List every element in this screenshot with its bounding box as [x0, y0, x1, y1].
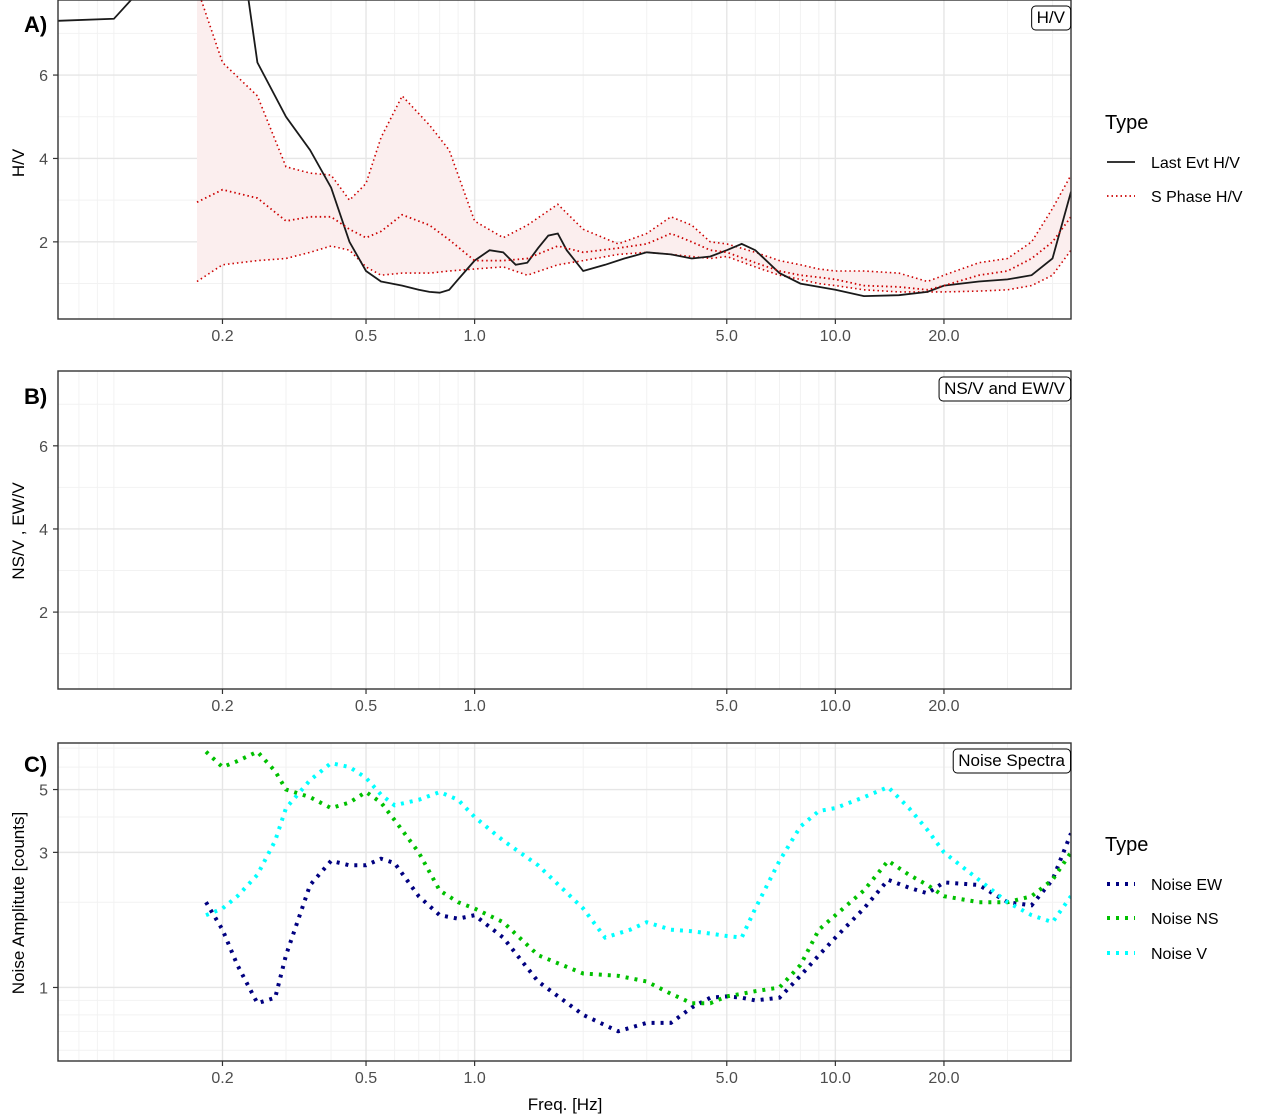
y-tick-label: 5 [39, 783, 48, 800]
legend-noise-title: Type [1105, 834, 1148, 856]
y-tick-label: 6 [39, 439, 48, 456]
legend-hv: Type Last Evt H/V S Phase H/V [1105, 112, 1243, 206]
x-tick-label: 10.0 [820, 1070, 851, 1087]
panel-b-ns-ew: 0.2 0.5 1.0 5.0 10.0 20.0 2 4 6 NS/V and EW/V [39, 370, 1072, 715]
panel-c-noise: 0.2 0.5 1.0 5.0 10.0 20.0 1 3 5 Noise Spectra [39, 742, 1072, 1087]
legend-item-label: Noise V [1151, 946, 1207, 963]
x-tick-label: 1.0 [463, 328, 485, 345]
gridlines [58, 743, 1071, 1061]
legend-item-label: Noise NS [1151, 911, 1219, 928]
legend-item-label: S Phase H/V [1151, 189, 1243, 206]
x-tick-label: 5.0 [716, 328, 738, 345]
x-tick-label: 0.2 [211, 698, 233, 715]
panel-c-y-axis-title: Noise Amplitute [counts] [9, 812, 28, 994]
x-axis-title: Freq. [Hz] [528, 1095, 603, 1114]
x-tick-label: 0.5 [355, 328, 377, 345]
legend-item-label: Last Evt H/V [1151, 155, 1240, 172]
x-tick-label: 20.0 [928, 698, 959, 715]
x-tick-label: 10.0 [820, 698, 851, 715]
gridlines [58, 371, 1071, 689]
x-tick-label: 0.5 [355, 698, 377, 715]
y-tick-label: 3 [39, 845, 48, 862]
series-line-last-evt-h-v [58, 0, 1071, 298]
x-tick-label: 1.0 [463, 1070, 485, 1087]
panel-border [57, 370, 1072, 690]
x-tick-label: 5.0 [716, 1070, 738, 1087]
panel-strip-label: H/V [1037, 8, 1066, 27]
panel-border [57, 0, 1072, 320]
x-tick-label: 1.0 [463, 698, 485, 715]
panel-c-tag: C) [24, 752, 47, 777]
x-tick-label: 0.5 [355, 1070, 377, 1087]
series-line-s-phase-h-v [196, 188, 1071, 291]
panel-strip-box [938, 376, 1072, 402]
plot-background [58, 371, 1071, 689]
panel-a-hv: 0.2 0.5 1.0 5.0 10.0 20.0 2 4 6 H/V [39, 0, 1072, 345]
y-tick-label: 2 [39, 605, 48, 622]
series-line-noise-v [205, 760, 1071, 940]
y-tick-label: 4 [39, 151, 48, 168]
x-tick-label: 5.0 [716, 698, 738, 715]
series-line-noise-ew [204, 832, 1071, 1034]
legend-hv-title: Type [1105, 112, 1148, 134]
x-tick-label: 10.0 [820, 328, 851, 345]
panel-b-tag: B) [24, 384, 47, 409]
y-tick-label: 6 [39, 68, 48, 85]
panel-border [57, 742, 1072, 1062]
legend-noise: Type Noise EW Noise NS Noise V [1105, 834, 1223, 963]
panel-strip-label: NS/V and EW/V [944, 379, 1066, 398]
panel-strip-label: Noise Spectra [958, 751, 1065, 770]
panel-strip-box [1031, 5, 1072, 31]
y-tick-label: 4 [39, 522, 48, 539]
panel-a-tag: A) [24, 12, 47, 37]
x-tick-label: 0.2 [211, 1070, 233, 1087]
panel-strip-box [952, 748, 1072, 774]
x-tick-label: 20.0 [928, 328, 959, 345]
legend-item-label: Noise EW [1151, 877, 1223, 894]
y-tick-label: 1 [39, 980, 48, 997]
x-tick-label: 0.2 [211, 328, 233, 345]
panel-a-y-axis-title: H/V [9, 148, 28, 177]
band-upper-line [200, 0, 1071, 283]
plot-data [204, 749, 1071, 1034]
y-tick-label: 2 [39, 235, 48, 252]
series-line-noise-ns [204, 749, 1071, 1006]
plot-data [58, 0, 1071, 298]
x-tick-label: 20.0 [928, 1070, 959, 1087]
panel-b-y-axis-title: NS/V , EW/V [9, 482, 28, 580]
